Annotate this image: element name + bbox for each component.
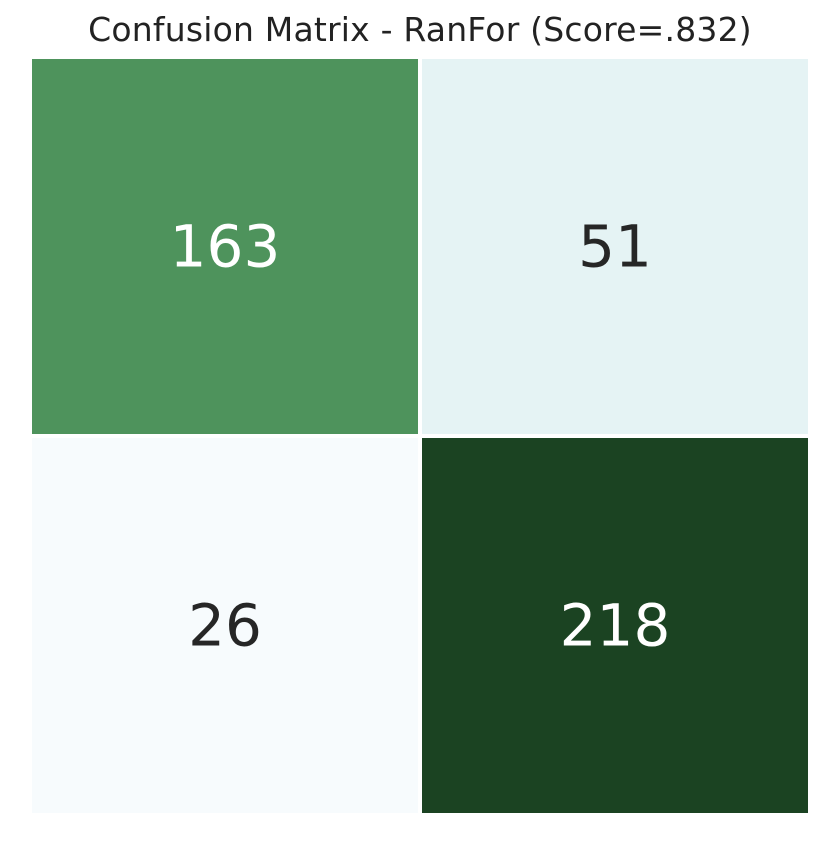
heatmap-cell-top-right (418, 55, 812, 438)
chart-title: Confusion Matrix - RanFor (Score=.832) (88, 10, 752, 49)
heatmap-cell-bottom-right (418, 434, 812, 817)
heatmap-value-top-right: 51 (578, 213, 652, 281)
heatmap-value-bottom-right: 218 (560, 592, 671, 660)
heatmap-cell-bottom-left (28, 434, 422, 817)
heatmap-cell-labels: 163 51 26 218 (170, 213, 671, 660)
heatmap-value-bottom-left: 26 (188, 592, 262, 660)
heatmap-cell-top-left (28, 55, 422, 438)
heatmap-value-top-left: 163 (170, 213, 281, 281)
heatmap-cells (28, 55, 812, 817)
